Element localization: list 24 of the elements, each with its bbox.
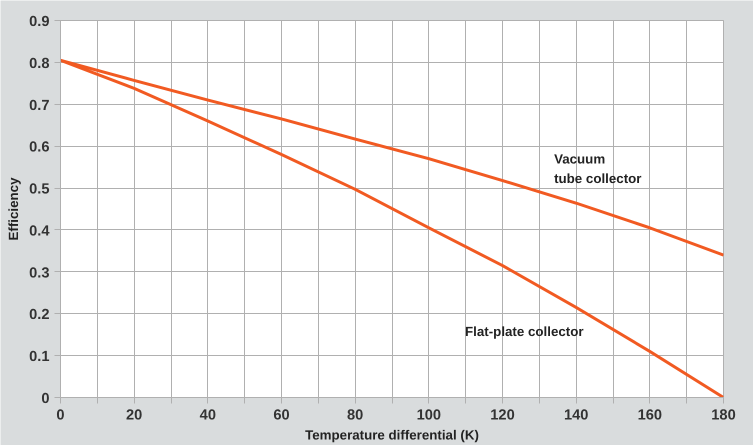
y-tick-label: 0.2 <box>29 307 50 324</box>
x-tick-label: 20 <box>126 408 142 424</box>
x-tick-label: 0 <box>56 408 65 424</box>
y-tick-label: 0.3 <box>29 265 50 282</box>
x-axis-title: Temperature differential (K) <box>305 428 479 442</box>
y-tick-label: 0.4 <box>29 223 50 240</box>
x-tick-label: 160 <box>638 408 662 424</box>
y-tick-label: 0.6 <box>29 140 50 156</box>
x-tick-label: 100 <box>416 408 442 424</box>
x-tick-label: 40 <box>200 408 216 424</box>
y-tick-label: 0.7 <box>29 98 50 114</box>
x-tick-label: 60 <box>273 408 290 424</box>
y-tick-label: 0.8 <box>29 56 50 72</box>
y-tick-label: 0.9 <box>29 14 50 30</box>
y-tick-label: 0.1 <box>29 349 50 366</box>
y-tick-label: 0 <box>41 391 50 407</box>
x-tick-label: 140 <box>564 408 588 424</box>
y-tick-label: 0.5 <box>29 182 50 198</box>
x-tick-label: 180 <box>711 408 736 424</box>
series-label: Vacuum tube collector <box>554 151 642 186</box>
y-axis-title: Efficiency <box>6 176 22 240</box>
x-tick-label: 120 <box>490 408 515 424</box>
series-label: Flat-plate collector <box>465 324 584 339</box>
x-tick-label: 80 <box>347 408 364 424</box>
